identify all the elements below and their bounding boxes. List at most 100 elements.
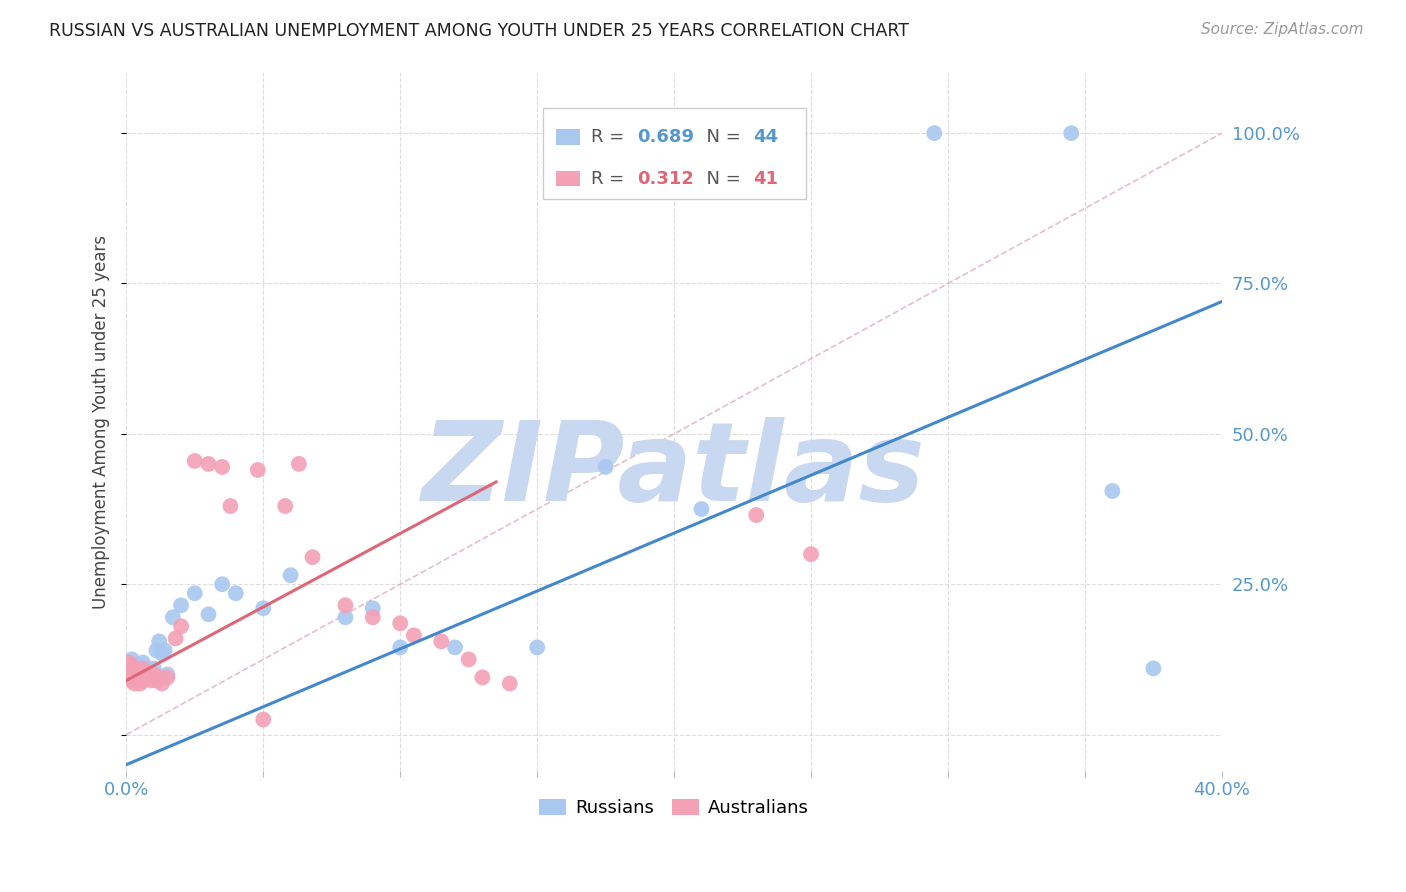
Point xyxy=(170,619,193,633)
Point xyxy=(211,577,233,591)
Point xyxy=(225,586,247,600)
Point xyxy=(142,670,165,684)
Point xyxy=(156,670,179,684)
Point xyxy=(124,676,146,690)
Point xyxy=(457,652,479,666)
FancyBboxPatch shape xyxy=(555,129,579,145)
Point xyxy=(690,502,713,516)
Point xyxy=(252,713,274,727)
Y-axis label: Unemployment Among Youth under 25 years: Unemployment Among Youth under 25 years xyxy=(93,235,110,609)
Text: 0.312: 0.312 xyxy=(637,169,693,187)
Point xyxy=(444,640,467,655)
Point xyxy=(139,665,162,679)
Text: ZIPatlas: ZIPatlas xyxy=(422,417,927,524)
Point xyxy=(499,676,522,690)
Point xyxy=(148,634,170,648)
Point xyxy=(197,457,219,471)
Point xyxy=(430,634,453,648)
Point xyxy=(132,670,155,684)
Point xyxy=(145,643,167,657)
Point xyxy=(156,667,179,681)
Point xyxy=(471,670,494,684)
Point xyxy=(121,658,143,673)
Point xyxy=(136,670,159,684)
Point xyxy=(132,661,155,675)
Text: Source: ZipAtlas.com: Source: ZipAtlas.com xyxy=(1201,22,1364,37)
Point xyxy=(924,126,946,140)
Point xyxy=(134,665,156,679)
Point xyxy=(132,673,155,688)
Point xyxy=(1101,483,1123,498)
Point xyxy=(150,676,173,690)
Point xyxy=(1060,126,1083,140)
Point xyxy=(134,670,156,684)
Point xyxy=(136,661,159,675)
Legend: Russians, Australians: Russians, Australians xyxy=(531,792,817,824)
Point xyxy=(124,665,146,679)
Point xyxy=(526,640,548,655)
Point xyxy=(121,673,143,688)
Point xyxy=(142,667,165,681)
Text: N =: N = xyxy=(695,128,747,146)
Point xyxy=(165,632,187,646)
Point xyxy=(132,656,155,670)
FancyBboxPatch shape xyxy=(543,108,806,199)
Point xyxy=(127,661,149,675)
Point xyxy=(402,628,425,642)
Point xyxy=(129,667,152,681)
Point xyxy=(162,610,184,624)
Point xyxy=(252,601,274,615)
Text: N =: N = xyxy=(695,169,747,187)
Point xyxy=(211,459,233,474)
Point xyxy=(170,599,193,613)
Point xyxy=(219,499,242,513)
Text: R =: R = xyxy=(591,169,630,187)
Point xyxy=(121,652,143,666)
Point xyxy=(118,670,141,684)
Point xyxy=(197,607,219,622)
Point xyxy=(127,673,149,688)
Text: 41: 41 xyxy=(754,169,778,187)
Point xyxy=(134,667,156,681)
Point xyxy=(124,658,146,673)
Point xyxy=(153,643,176,657)
Point xyxy=(129,676,152,690)
Point xyxy=(800,547,823,561)
Point xyxy=(246,463,269,477)
Point xyxy=(150,647,173,661)
Point xyxy=(139,673,162,688)
Point xyxy=(184,454,207,468)
Point xyxy=(288,457,311,471)
Point xyxy=(127,670,149,684)
Point xyxy=(361,601,384,615)
Text: 0.689: 0.689 xyxy=(637,128,693,146)
FancyBboxPatch shape xyxy=(555,171,579,186)
Point xyxy=(335,610,357,624)
Point xyxy=(389,640,412,655)
Point xyxy=(127,665,149,679)
Point xyxy=(361,610,384,624)
Point xyxy=(595,459,617,474)
Point xyxy=(745,508,768,522)
Point xyxy=(118,656,141,670)
Point xyxy=(124,665,146,679)
Point xyxy=(301,550,323,565)
Point xyxy=(148,670,170,684)
Point xyxy=(129,667,152,681)
Text: 44: 44 xyxy=(754,128,778,146)
Point xyxy=(129,658,152,673)
Text: RUSSIAN VS AUSTRALIAN UNEMPLOYMENT AMONG YOUTH UNDER 25 YEARS CORRELATION CHART: RUSSIAN VS AUSTRALIAN UNEMPLOYMENT AMONG… xyxy=(49,22,910,40)
Point xyxy=(142,661,165,675)
Point xyxy=(136,667,159,681)
Point xyxy=(145,673,167,688)
Text: R =: R = xyxy=(591,128,630,146)
Point xyxy=(335,599,357,613)
Point xyxy=(118,656,141,670)
Point xyxy=(280,568,302,582)
Point xyxy=(121,665,143,679)
Point xyxy=(274,499,297,513)
Point xyxy=(184,586,207,600)
Point xyxy=(1142,661,1164,675)
Point xyxy=(124,673,146,688)
Point xyxy=(389,616,412,631)
